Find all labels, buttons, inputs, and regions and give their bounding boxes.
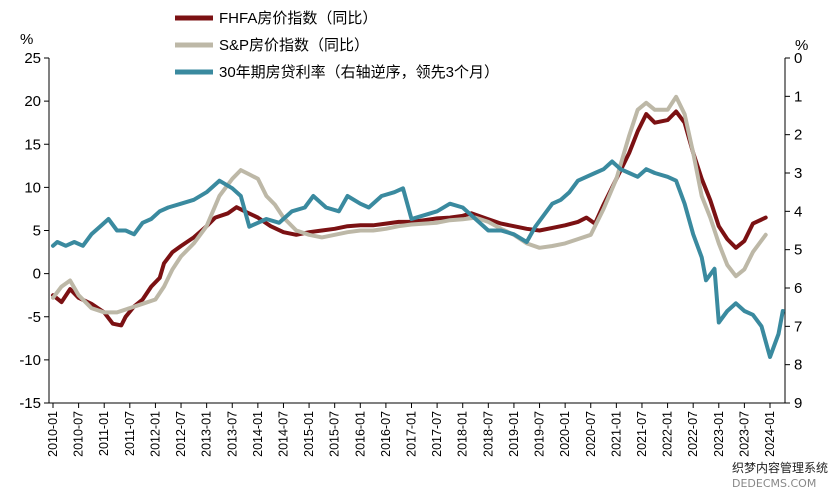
svg-text:DEDECMS.COM: DEDECMS.COM (732, 477, 816, 490)
x-tick-label: 2016-01 (353, 411, 367, 457)
x-tick-label: 2020-01 (558, 411, 572, 457)
x-tick-label: 2010-07 (72, 411, 86, 457)
series-line-2 (51, 94, 768, 315)
x-tick-label: 2022-07 (686, 411, 700, 457)
x-tick-label: 2012-07 (174, 411, 188, 457)
legend-label-1: FHFA房价指数（同比） (219, 10, 377, 27)
right-tick-label: 6 (794, 280, 802, 297)
left-tick-label: -15 (19, 395, 41, 412)
x-tick-label: 2024-01 (763, 411, 777, 457)
x-tick-label: 2015-07 (328, 411, 342, 457)
right-tick-label: 7 (794, 318, 802, 335)
right-tick-label: 9 (794, 395, 802, 412)
left-tick-label: 25 (24, 50, 41, 67)
left-tick-label: 0 (33, 266, 41, 283)
right-tick-label: 3 (794, 165, 802, 182)
x-tick-label: 2016-07 (379, 411, 393, 457)
left-axis-unit: % (20, 31, 33, 48)
x-tick-label: 2014-07 (276, 411, 290, 457)
x-tick-label: 2021-01 (609, 411, 623, 457)
svg-text:织梦内容管理系统: 织梦内容管理系统 (732, 460, 828, 475)
x-tick-label: 2022-01 (661, 411, 675, 457)
legend-label-3: 30年期房贷利率（右轴逆序，领先3个月） (219, 64, 499, 81)
right-tick-label: 1 (794, 88, 802, 105)
left-tick-label: -10 (19, 352, 41, 369)
x-tick-label: 2023-07 (737, 411, 751, 457)
x-tick-label: 2011-01 (97, 411, 111, 456)
x-tick-label: 2018-01 (456, 411, 470, 457)
x-tick-label: 2023-01 (712, 411, 726, 457)
x-tick-label: 2019-07 (533, 411, 547, 457)
x-tick-label: 2013-01 (200, 411, 214, 457)
right-tick-label: 2 (794, 127, 802, 144)
right-tick-label: 8 (794, 357, 802, 374)
left-tick-label: -5 (28, 309, 41, 326)
left-tick-label: 15 (24, 136, 41, 153)
left-tick-label: 20 (24, 93, 41, 110)
series-layer (51, 94, 785, 359)
right-axis-unit: % (795, 37, 808, 54)
x-tick-label: 2017-01 (405, 411, 419, 457)
left-tick-label: 5 (33, 223, 41, 240)
right-tick-label: 4 (794, 203, 802, 220)
watermark: 织梦内容管理系统 DEDECMS.COM (728, 458, 834, 492)
x-tick-label: 2020-07 (584, 411, 598, 457)
legend: FHFA房价指数（同比） S&P房价指数（同比） 30年期房贷利率（右轴逆序，领先3… (175, 10, 499, 81)
x-tick-label: 2017-07 (430, 411, 444, 457)
x-tick-label: 2013-07 (225, 411, 239, 457)
x-tick-label: 2018-07 (481, 411, 495, 457)
right-tick-label: 5 (794, 242, 802, 259)
x-tick-label: 2019-01 (507, 411, 521, 457)
x-tick-label: 2012-01 (148, 411, 162, 457)
x-tick-label: 2011-07 (123, 411, 137, 456)
x-tick-label: 2010-01 (46, 411, 60, 457)
right-tick-label: 0 (794, 50, 802, 67)
series-line-3 (51, 159, 785, 359)
left-tick-label: 10 (24, 179, 41, 196)
series-line-1 (51, 109, 768, 328)
x-tick-label: 2021-07 (635, 411, 649, 457)
x-tick-label: 2014-01 (251, 411, 265, 457)
legend-label-2: S&P房价指数（同比） (219, 37, 369, 54)
x-tick-label: 2015-01 (302, 411, 316, 457)
